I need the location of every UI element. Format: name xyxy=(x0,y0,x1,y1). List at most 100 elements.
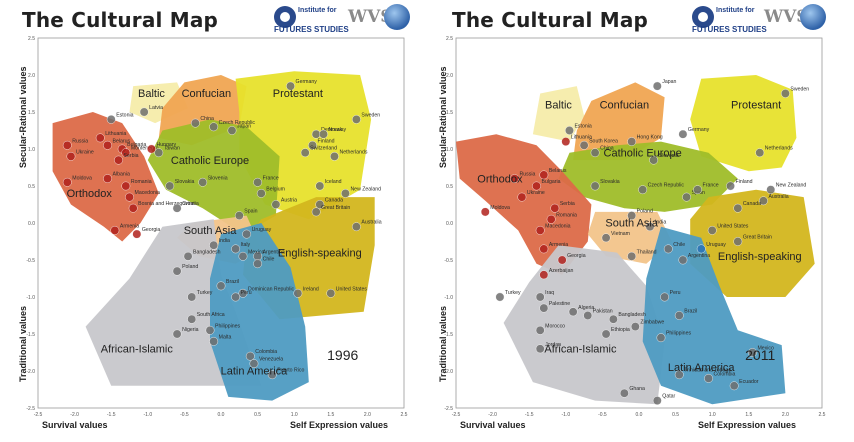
wvs-logo: WVS xyxy=(348,4,410,30)
y-axis-label-bottom: Traditional values xyxy=(18,305,28,382)
country-label: Azerbaijan xyxy=(549,268,574,274)
country-point xyxy=(674,370,684,380)
y-tick-label: 2.0 xyxy=(446,73,453,79)
country-label: Lithuania xyxy=(571,135,592,141)
country-point xyxy=(579,140,589,150)
country-point xyxy=(165,181,175,191)
country-point xyxy=(267,370,277,380)
scatter-plot: -2.5 -2.0 -1.5 -1.0 -0.5 0.0 0.5 1.0 1.5 2.0 2.5 2.… xyxy=(444,36,826,418)
y-tick-label: -0.5 xyxy=(26,258,35,264)
country-point xyxy=(253,177,263,187)
country-label: Ireland xyxy=(303,286,319,292)
country-label: Hong Kong xyxy=(637,135,663,141)
country-point xyxy=(216,281,226,291)
country-label: Iceland xyxy=(325,179,342,185)
country-label: Latvia xyxy=(149,105,163,111)
x-tick-label: 0.5 xyxy=(254,412,261,418)
country-point xyxy=(293,288,303,298)
x-tick-label: 0.5 xyxy=(672,412,679,418)
country-label: Russia xyxy=(72,138,88,144)
country-label: Philippines xyxy=(666,331,691,337)
zone-label: South Asia xyxy=(184,225,237,237)
country-point xyxy=(198,177,208,187)
zone-label: Catholic Europe xyxy=(171,155,249,167)
country-point xyxy=(286,81,295,91)
x-tick-label: 2.5 xyxy=(819,412,826,418)
country-point xyxy=(319,129,328,139)
iffs-mark-icon xyxy=(692,6,714,28)
country-point xyxy=(231,292,241,302)
country-label: Argentina xyxy=(263,249,285,255)
country-point xyxy=(125,192,134,202)
zone-label: African-Islamic xyxy=(101,344,174,356)
y-tick-label: 2.0 xyxy=(28,73,35,79)
country-label: Ghana xyxy=(629,386,645,392)
country-label: Estonia xyxy=(574,124,591,130)
country-label: Brazil xyxy=(226,279,239,285)
wvs-logo-text: WVS xyxy=(764,7,809,27)
zone-label: Catholic Europe xyxy=(604,147,682,159)
country-label: Morocco xyxy=(545,323,565,329)
country-point xyxy=(242,229,252,239)
country-point xyxy=(128,203,138,213)
country-point xyxy=(638,185,648,195)
country-label: Ecuador xyxy=(739,379,759,385)
country-point xyxy=(480,207,490,217)
country-label: Australia xyxy=(768,194,788,200)
country-label: Pakistan xyxy=(593,309,613,315)
country-point xyxy=(652,396,662,405)
country-label: Peru xyxy=(241,290,252,296)
globe-icon xyxy=(800,4,826,30)
x-tick-label: 2.0 xyxy=(364,412,371,418)
country-label: Canada xyxy=(743,201,761,207)
country-point xyxy=(330,151,339,161)
zone-label: African-Islamic xyxy=(544,344,617,356)
scatter-plot: -2.5 -2.0 -1.5 -1.0 -0.5 0.0 0.5 1.0 1.5 2.0 2.5 2.… xyxy=(26,36,407,418)
country-point xyxy=(311,207,321,217)
country-point xyxy=(696,244,706,254)
country-point xyxy=(535,292,545,302)
y-tick-label: -1.5 xyxy=(444,332,453,338)
country-label: Colombia xyxy=(714,371,736,377)
country-point xyxy=(238,251,248,261)
zone-label: Confucian xyxy=(182,88,232,100)
country-label: Moldova xyxy=(490,205,510,211)
country-point xyxy=(187,314,197,324)
country-point xyxy=(183,251,193,261)
country-label: Armenia xyxy=(120,223,139,229)
country-point xyxy=(601,233,611,243)
country-label: Macedonia xyxy=(135,190,160,196)
y-tick-label: -2.5 xyxy=(444,406,453,412)
country-label: Philippines xyxy=(215,323,240,329)
country-label: Poland xyxy=(182,264,198,270)
country-label: New Zealand xyxy=(776,183,807,189)
country-label: Bosnia and Herzegovina xyxy=(138,201,195,207)
country-point xyxy=(110,225,120,235)
x-tick-label: 0.0 xyxy=(218,412,225,418)
country-point xyxy=(495,292,505,302)
zone-label: English-speaking xyxy=(278,247,362,259)
country-label: Bulgaria xyxy=(542,179,561,185)
country-label: Colombia xyxy=(255,349,277,355)
country-label: Slovenia xyxy=(659,153,679,159)
country-label: Czech Republic xyxy=(648,183,685,189)
zone-label: Latin America xyxy=(668,362,736,374)
country-point xyxy=(121,148,131,158)
year-annotation: 1996 xyxy=(327,347,358,363)
country-point xyxy=(755,148,765,158)
country-label: Mexico xyxy=(757,346,774,352)
logo-text-line1: Institute for xyxy=(716,7,755,14)
country-point xyxy=(759,196,768,206)
cultural-map-2011: The Cultural Map Institute for FUTURES S… xyxy=(430,0,848,442)
country-label: Ukraine xyxy=(527,190,545,196)
country-label: Brazil xyxy=(684,309,697,315)
country-label: Uruguay xyxy=(706,242,726,248)
country-point xyxy=(561,137,571,147)
country-point xyxy=(729,381,739,391)
x-tick-label: 1.0 xyxy=(291,412,298,418)
country-point xyxy=(271,200,281,209)
country-label: Iraq xyxy=(545,290,554,296)
country-point xyxy=(308,140,317,150)
country-label: Algeria xyxy=(578,305,594,311)
country-label: Netherlands xyxy=(339,149,367,155)
